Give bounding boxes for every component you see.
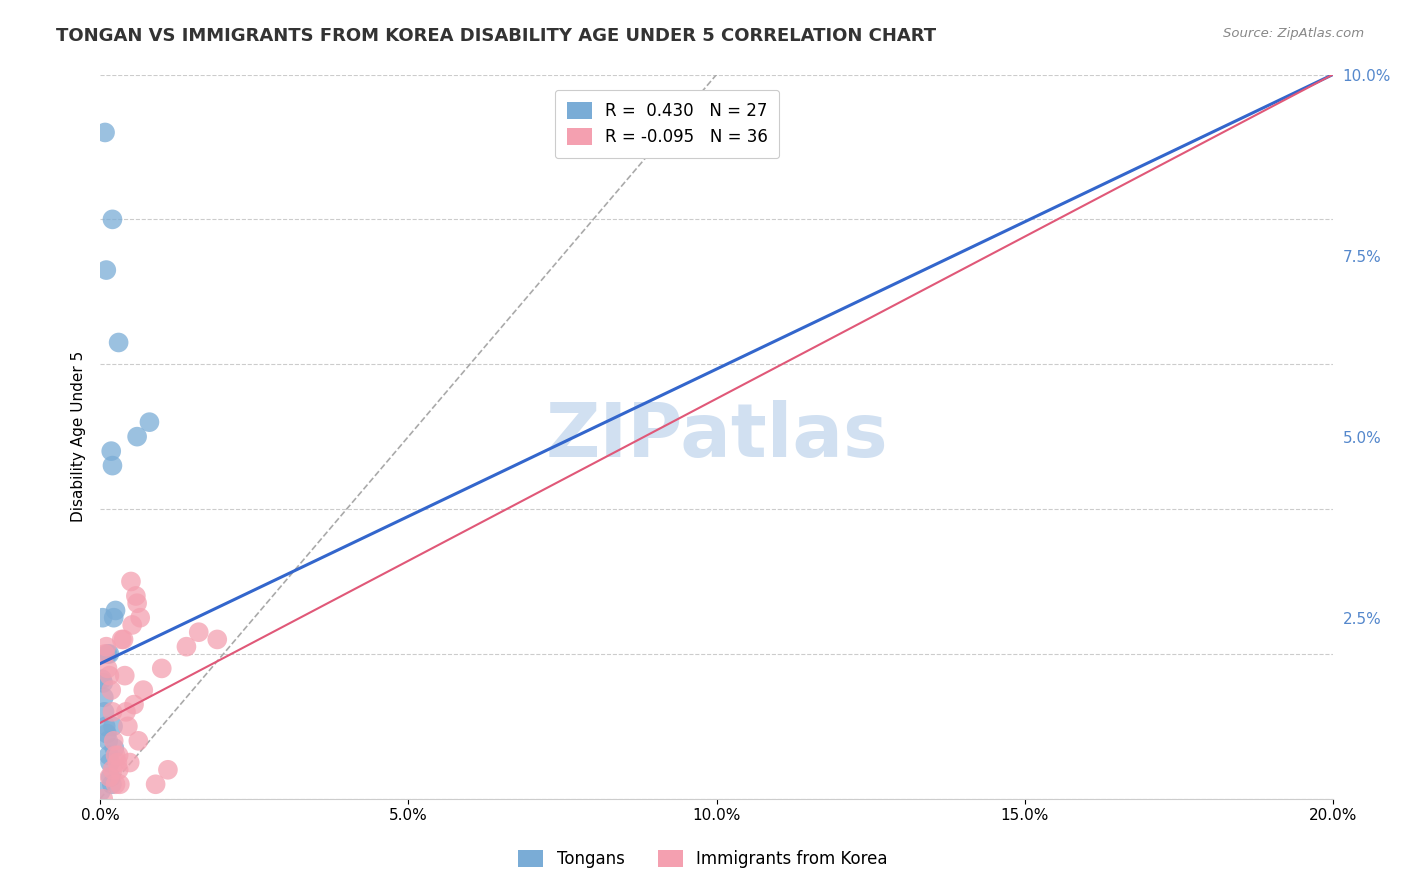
Point — [150, 661, 173, 675]
Y-axis label: Disability Age Under 5: Disability Age Under 5 — [72, 351, 86, 522]
Point — [96, 647, 118, 661]
Point — [101, 719, 124, 733]
Point — [121, 618, 143, 632]
Point — [104, 748, 127, 763]
Point — [107, 763, 129, 777]
Point — [98, 647, 121, 661]
Point — [90, 784, 112, 798]
Point — [120, 574, 142, 589]
Point — [107, 748, 129, 763]
Point — [101, 763, 124, 777]
Point — [100, 770, 122, 784]
Text: Source: ZipAtlas.com: Source: ZipAtlas.com — [1223, 27, 1364, 40]
Point — [101, 777, 124, 791]
Point — [91, 610, 114, 624]
Point — [117, 719, 139, 733]
Point — [98, 668, 121, 682]
Point — [97, 748, 120, 763]
Point — [127, 430, 149, 444]
Text: ZIPatlas: ZIPatlas — [546, 401, 887, 473]
Point — [103, 734, 125, 748]
Point — [101, 458, 124, 473]
Point — [98, 770, 121, 784]
Point — [104, 777, 127, 791]
Point — [103, 741, 125, 756]
Point — [96, 263, 118, 277]
Point — [97, 734, 120, 748]
Point — [91, 676, 114, 690]
Point — [103, 610, 125, 624]
Point — [207, 632, 229, 647]
Point — [96, 661, 118, 675]
Point — [112, 632, 135, 647]
Point — [93, 690, 115, 705]
Point — [156, 763, 179, 777]
Point — [98, 756, 121, 770]
Point — [125, 589, 148, 603]
Point — [100, 444, 122, 458]
Point — [91, 673, 114, 687]
Point — [105, 756, 128, 770]
Point — [145, 777, 167, 791]
Point — [94, 125, 117, 139]
Point — [108, 777, 131, 791]
Point — [91, 791, 114, 805]
Point — [101, 212, 124, 227]
Point — [107, 335, 129, 350]
Point — [100, 683, 122, 698]
Legend: Tongans, Immigrants from Korea: Tongans, Immigrants from Korea — [512, 843, 894, 875]
Point — [122, 698, 145, 712]
Point — [94, 719, 117, 733]
Point — [114, 668, 136, 682]
Point — [96, 640, 118, 654]
Point — [93, 705, 115, 719]
Point — [127, 734, 149, 748]
Point — [94, 647, 117, 661]
Point — [129, 610, 152, 624]
Point — [187, 625, 209, 640]
Point — [96, 726, 118, 740]
Point — [111, 632, 134, 647]
Text: TONGAN VS IMMIGRANTS FROM KOREA DISABILITY AGE UNDER 5 CORRELATION CHART: TONGAN VS IMMIGRANTS FROM KOREA DISABILI… — [56, 27, 936, 45]
Point — [118, 756, 141, 770]
Point — [132, 683, 155, 698]
Point — [104, 603, 127, 617]
Point — [115, 705, 138, 719]
Point — [127, 596, 149, 610]
Point — [138, 415, 160, 429]
Legend: R =  0.430   N = 27, R = -0.095   N = 36: R = 0.430 N = 27, R = -0.095 N = 36 — [555, 90, 779, 158]
Point — [176, 640, 198, 654]
Point — [101, 705, 124, 719]
